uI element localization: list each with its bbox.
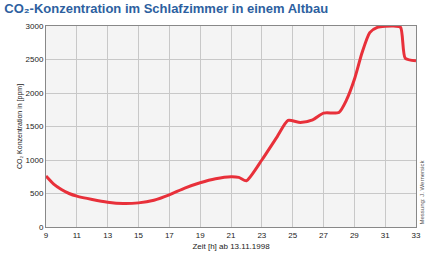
svg-text:27: 27 [319, 231, 328, 240]
svg-text:33: 33 [412, 231, 421, 240]
svg-text:21: 21 [227, 231, 236, 240]
svg-text:CO₂ Konzentration in [ppm]: CO₂ Konzentration in [ppm] [16, 84, 24, 169]
svg-text:Zeit [h] ab 13.11.1998: Zeit [h] ab 13.11.1998 [192, 242, 270, 251]
svg-text:2500: 2500 [26, 55, 44, 64]
svg-text:25: 25 [288, 231, 297, 240]
svg-text:23: 23 [257, 231, 266, 240]
svg-text:15: 15 [134, 231, 143, 240]
svg-text:CO₂-Konzentration im Schlafzim: CO₂-Konzentration im Schlafzimmer in ein… [4, 1, 328, 16]
svg-text:3000: 3000 [26, 22, 44, 31]
svg-text:31: 31 [381, 231, 390, 240]
svg-text:500: 500 [30, 189, 44, 198]
svg-text:0: 0 [39, 223, 44, 232]
svg-text:1000: 1000 [26, 156, 44, 165]
svg-text:11: 11 [73, 231, 82, 240]
svg-text:29: 29 [350, 231, 359, 240]
svg-text:2000: 2000 [26, 89, 44, 98]
svg-text:9: 9 [44, 231, 49, 240]
svg-text:1500: 1500 [26, 122, 44, 131]
svg-text:13: 13 [103, 231, 112, 240]
svg-text:19: 19 [196, 231, 205, 240]
svg-text:Messung: J. Wernersick: Messung: J. Wernersick [419, 160, 425, 225]
svg-text:17: 17 [165, 231, 174, 240]
